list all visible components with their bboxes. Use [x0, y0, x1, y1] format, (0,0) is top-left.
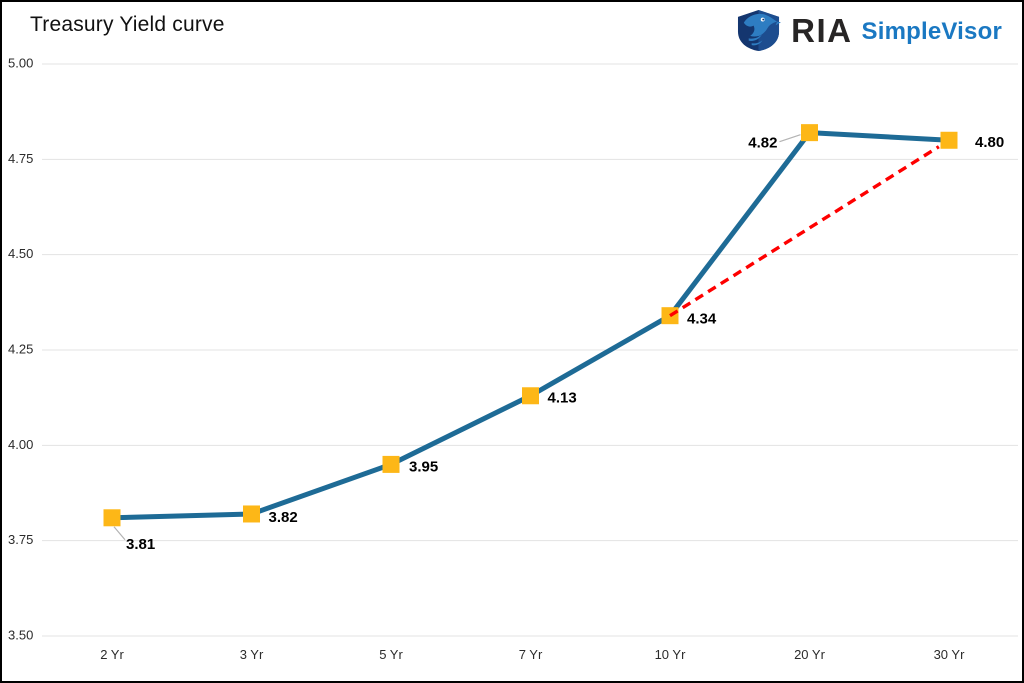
data-point-label: 4.82	[748, 135, 777, 152]
y-axis-tick-label: 4.00	[8, 437, 33, 452]
x-axis-tick-label: 20 Yr	[794, 647, 826, 662]
data-point-marker	[243, 505, 260, 523]
data-point-label: 3.81	[126, 536, 155, 553]
data-point-label: 3.95	[409, 458, 438, 475]
x-axis-tick-label: 5 Yr	[379, 647, 403, 662]
data-point-marker	[103, 509, 121, 527]
x-axis-tick-label: 3 Yr	[240, 647, 264, 662]
label-leader-line	[113, 526, 126, 541]
data-point-label: 3.82	[269, 509, 298, 526]
y-axis-tick-label: 3.50	[8, 627, 33, 642]
y-axis-tick-label: 3.75	[8, 532, 33, 547]
y-axis-tick-label: 4.50	[8, 246, 33, 261]
data-point-label: 4.13	[548, 390, 577, 407]
data-point-marker	[940, 131, 958, 149]
x-axis-tick-label: 7 Yr	[519, 647, 543, 662]
y-axis-tick-label: 5.00	[8, 55, 33, 70]
yield-curve-line	[109, 130, 952, 521]
data-point-marker	[801, 124, 818, 142]
logo-ria-text: RIA	[791, 12, 853, 49]
logo-simplevisor-text: SimpleVisor	[861, 18, 1002, 45]
y-axis-tick-label: 4.25	[8, 341, 33, 356]
eagle-shield-icon	[738, 9, 782, 52]
x-axis-tick-label: 30 Yr	[934, 647, 966, 662]
brand-logo: RIA SimpleVisor	[735, 9, 1002, 52]
x-axis-tick-label: 10 Yr	[655, 647, 687, 662]
data-point-label: 4.80	[975, 134, 1004, 151]
data-point-label: 4.34	[687, 311, 717, 328]
y-axis-tick-label: 4.75	[8, 151, 33, 166]
dashed-projection-line	[669, 145, 940, 318]
data-point-marker	[522, 387, 539, 405]
data-point-marker	[382, 455, 400, 473]
label-leader-line	[779, 134, 801, 143]
chart-title: Treasury Yield curve	[30, 13, 225, 36]
x-axis-tick-label: 2 Yr	[100, 647, 124, 662]
